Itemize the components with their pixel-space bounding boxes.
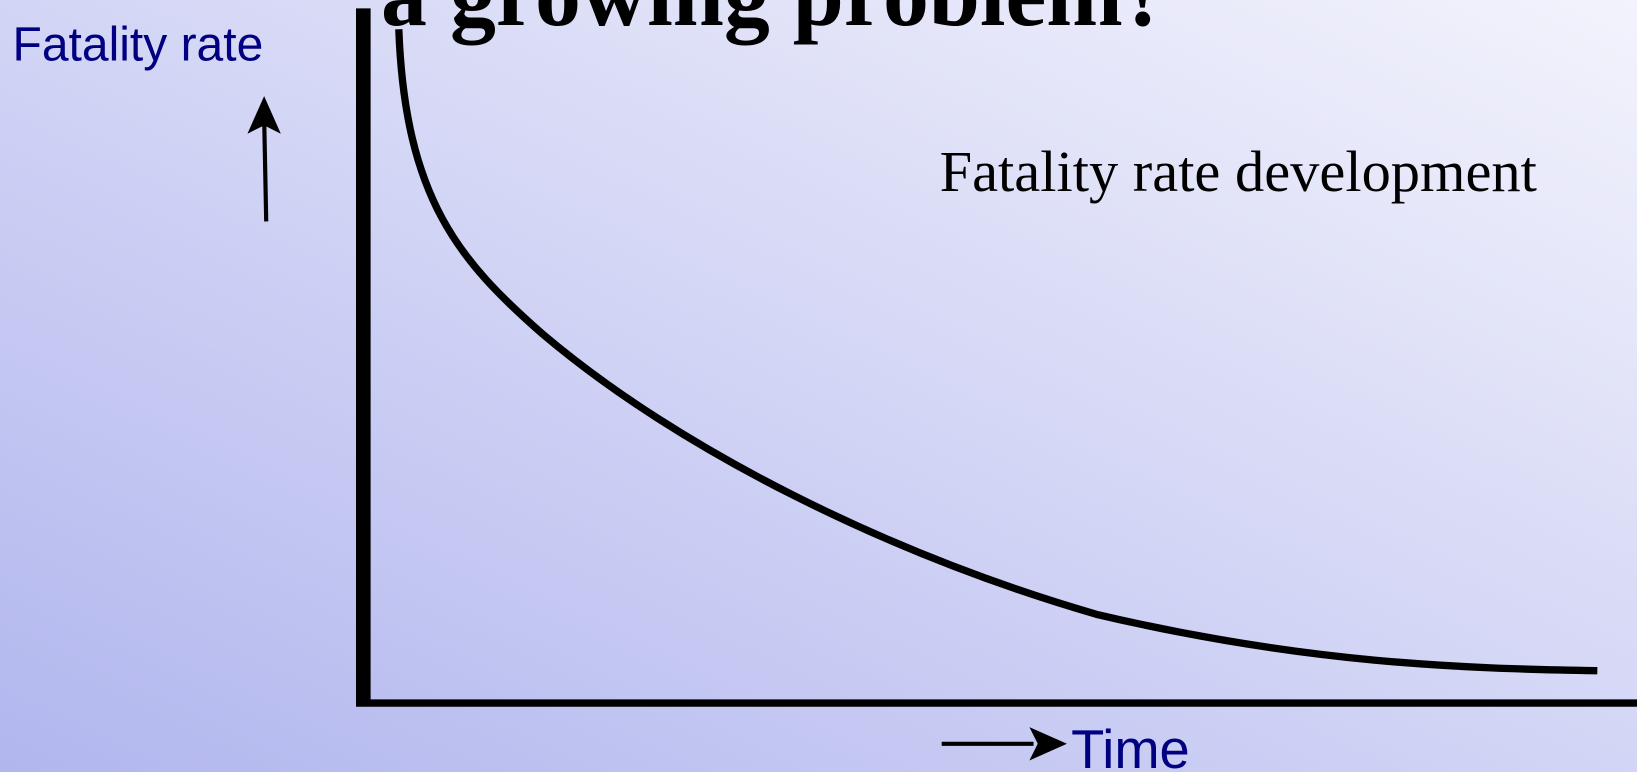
x-axis-label: Time [1071, 719, 1190, 772]
x-arrow-head [1029, 727, 1067, 761]
y-axis-label: Fatality rate [13, 19, 264, 72]
slide-title: a growing problem? [381, 0, 1169, 45]
y-arrow-head [247, 96, 281, 134]
trend-curve [395, 29, 1598, 675]
curve-label: Fatality rate development [940, 139, 1537, 204]
y-arrow [262, 116, 269, 222]
